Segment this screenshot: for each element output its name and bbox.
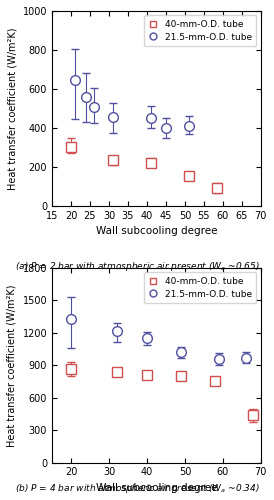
Y-axis label: Heat transfer coefficient (W/m²K): Heat transfer coefficient (W/m²K) — [7, 27, 17, 190]
X-axis label: Wall subcooling degree: Wall subcooling degree — [96, 226, 217, 236]
Text: (b) P = 4 bar with atmospheric air present ($W_a$ ~0.34): (b) P = 4 bar with atmospheric air prese… — [15, 482, 259, 495]
Legend: 40-mm-O.D. tube, 21.5-mm-O.D. tube: 40-mm-O.D. tube, 21.5-mm-O.D. tube — [144, 16, 256, 46]
X-axis label: Wall subcooling degree: Wall subcooling degree — [96, 483, 217, 493]
Legend: 40-mm-O.D. tube, 21.5-mm-O.D. tube: 40-mm-O.D. tube, 21.5-mm-O.D. tube — [144, 272, 256, 303]
Text: (a) P = 2 bar with atmospheric air present ($W_a$ ~0.65): (a) P = 2 bar with atmospheric air prese… — [15, 260, 259, 273]
Y-axis label: Heat transfer coefficient (W/m²K): Heat transfer coefficient (W/m²K) — [7, 284, 17, 446]
